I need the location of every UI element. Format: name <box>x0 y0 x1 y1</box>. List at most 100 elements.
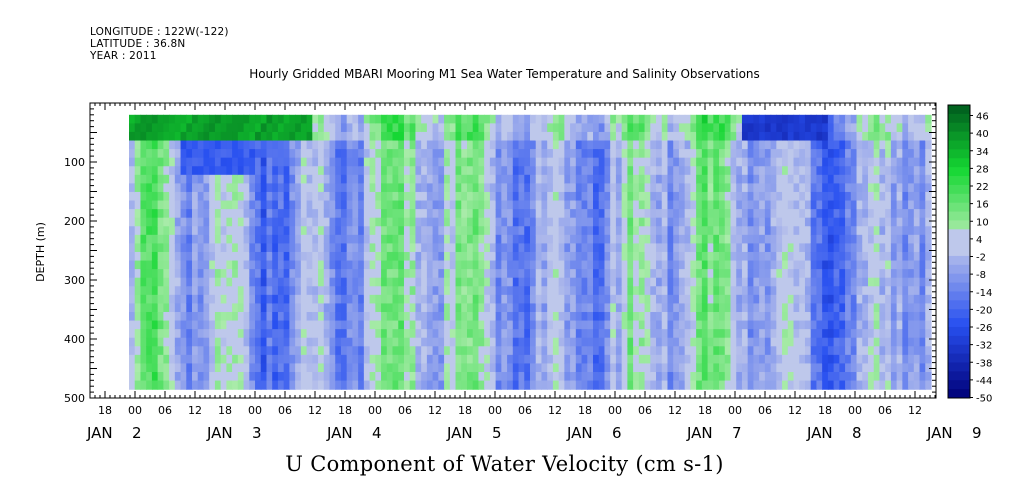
heatmap-cell <box>140 131 147 142</box>
heatmap-cell <box>398 311 405 322</box>
heatmap-cell <box>449 149 457 159</box>
heatmap-cell <box>684 243 691 253</box>
heatmap-cell <box>696 174 703 184</box>
heatmap-cell <box>375 354 382 365</box>
heatmap-cell <box>730 260 737 270</box>
heatmap-cell <box>776 320 783 330</box>
heatmap-cell <box>633 209 640 219</box>
heatmap-cell <box>604 174 611 184</box>
heatmap-cell <box>426 157 434 167</box>
heatmap-cell <box>896 311 903 322</box>
heatmap-cell <box>759 200 766 210</box>
heatmap-cell <box>329 209 336 219</box>
heatmap-cell <box>908 140 915 150</box>
heatmap-cell <box>300 149 308 159</box>
heatmap-cell <box>151 286 159 296</box>
heatmap-cell <box>724 191 732 202</box>
heatmap-cell <box>358 191 365 202</box>
heatmap-cell <box>369 140 376 150</box>
heatmap-cell <box>627 346 634 356</box>
heatmap-cell <box>444 277 451 287</box>
heatmap-cell <box>736 157 743 167</box>
heatmap-cell <box>644 157 651 167</box>
heatmap-cell <box>186 123 193 133</box>
heatmap-cell <box>306 380 313 390</box>
heatmap-cell <box>908 183 915 193</box>
heatmap-cell <box>885 346 892 356</box>
heatmap-cell <box>243 277 250 287</box>
heatmap-cell <box>696 372 703 382</box>
heatmap-cell <box>879 149 886 159</box>
heatmap-cell <box>352 200 359 210</box>
heatmap-cell <box>369 260 376 270</box>
heatmap-cell <box>432 286 439 296</box>
heatmap-cell <box>552 320 560 330</box>
heatmap-cell <box>804 363 812 373</box>
heatmap-cell <box>673 149 680 159</box>
heatmap-cell <box>610 200 617 210</box>
heatmap-cell <box>782 346 789 356</box>
heatmap-cell <box>277 354 285 365</box>
heatmap-cell <box>226 380 233 390</box>
heatmap-cell <box>146 311 153 322</box>
heatmap-cell <box>323 140 331 150</box>
heatmap-cell <box>564 226 571 236</box>
heatmap-cell <box>810 372 818 382</box>
heatmap-cell <box>741 209 749 219</box>
heatmap-cell <box>295 123 302 133</box>
heatmap-cell <box>392 217 399 227</box>
heatmap-cell <box>673 209 680 219</box>
heatmap-cell <box>908 320 915 330</box>
heatmap-cell <box>478 157 485 167</box>
heatmap-cell <box>736 269 743 279</box>
heatmap-cell <box>277 380 285 390</box>
heatmap-cell <box>873 174 881 184</box>
heatmap-cell <box>747 217 755 227</box>
heatmap-cell <box>673 363 680 373</box>
heatmap-cell <box>300 226 308 236</box>
heatmap-cell <box>300 363 308 373</box>
heatmap-cell <box>197 354 205 365</box>
heatmap-cell <box>776 234 783 244</box>
heatmap-cell <box>318 114 325 124</box>
heatmap-cell <box>661 277 669 287</box>
heatmap-cell <box>352 303 359 313</box>
heatmap-cell <box>661 114 669 124</box>
heatmap-cell <box>518 217 525 227</box>
heatmap-cell <box>885 260 892 270</box>
heatmap-cell <box>724 363 732 373</box>
heatmap-cell <box>134 294 142 305</box>
heatmap-cell <box>587 354 594 365</box>
heatmap-cell <box>678 277 686 287</box>
heatmap-cell <box>833 174 840 184</box>
heatmap-cell <box>627 157 634 167</box>
heatmap-cell <box>919 260 926 270</box>
heatmap-cell <box>249 209 256 219</box>
heatmap-cell <box>518 200 525 210</box>
heatmap-cell <box>736 183 743 193</box>
heatmap-cell <box>403 277 411 287</box>
heatmap-cell <box>644 217 651 227</box>
heatmap-cell <box>633 260 640 270</box>
heatmap-cell <box>885 277 892 287</box>
heatmap-cell <box>827 131 835 142</box>
heatmap-cell <box>575 217 583 227</box>
heatmap-cell <box>329 311 336 322</box>
heatmap-cell <box>512 226 520 236</box>
heatmap-cell <box>272 337 279 347</box>
heatmap-cell <box>157 123 164 133</box>
heatmap-cell <box>255 372 262 382</box>
heatmap-cell <box>484 320 491 330</box>
heatmap-cell <box>237 303 245 313</box>
heatmap-cell <box>570 131 577 142</box>
heatmap-cell <box>438 200 445 210</box>
heatmap-cell <box>736 174 743 184</box>
heatmap-cell <box>512 243 520 253</box>
heatmap-cell <box>552 286 560 296</box>
heatmap-cell <box>547 209 554 219</box>
heatmap-cell <box>593 260 600 270</box>
heatmap-cell <box>403 346 411 356</box>
heatmap-cell <box>764 320 772 330</box>
heatmap-cell <box>661 166 669 176</box>
heatmap-cell <box>421 269 428 279</box>
